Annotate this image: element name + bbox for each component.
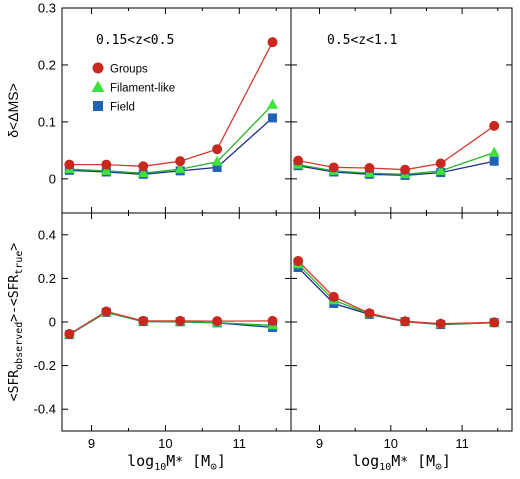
y-tick-label: -0.2 bbox=[34, 358, 56, 373]
y-tick-label: 0 bbox=[49, 315, 56, 330]
groups-point bbox=[293, 155, 304, 166]
y-axis-title-bottom: <SFRobserved>-<SFRtrue> bbox=[7, 243, 25, 402]
y-tick-label: 0.2 bbox=[38, 57, 56, 72]
filament-point bbox=[211, 155, 223, 166]
legend-label: Groups bbox=[110, 64, 148, 76]
series-line bbox=[69, 310, 273, 335]
groups-point bbox=[101, 306, 112, 317]
groups-point bbox=[101, 159, 112, 170]
groups-point bbox=[64, 328, 75, 339]
panel-top-0 bbox=[63, 37, 279, 179]
panel-bottom-1 bbox=[292, 255, 500, 330]
groups-point bbox=[293, 255, 304, 266]
y-tick-label: 0.2 bbox=[38, 271, 56, 286]
groups-point bbox=[138, 315, 149, 326]
series-line bbox=[69, 104, 273, 174]
field-point bbox=[489, 156, 499, 166]
legend: Groups Filament-like Field bbox=[91, 62, 175, 114]
groups-point bbox=[212, 316, 223, 327]
filament-point bbox=[488, 146, 500, 157]
series-line bbox=[69, 41, 274, 167]
groups-point bbox=[435, 318, 446, 329]
groups-point bbox=[212, 144, 223, 155]
data-marks bbox=[63, 37, 500, 340]
x-tick-label: 11 bbox=[233, 436, 247, 451]
y-axis-title-top: δ<ΔMS> bbox=[5, 83, 21, 138]
groups-point bbox=[364, 163, 375, 174]
field-point bbox=[212, 162, 222, 172]
legend-marker-field bbox=[93, 101, 103, 111]
y-tick-label: 0.3 bbox=[38, 1, 56, 16]
field-point bbox=[268, 113, 278, 123]
y-tick-label: 0.4 bbox=[38, 227, 56, 242]
y-tick-label: 0 bbox=[49, 171, 56, 186]
groups-point bbox=[489, 317, 500, 328]
groups-point bbox=[267, 37, 278, 48]
series-line bbox=[297, 160, 495, 177]
y-tick-label: 0.1 bbox=[38, 114, 56, 129]
series-line bbox=[69, 117, 273, 175]
x-tick-label: 9 bbox=[88, 436, 95, 451]
x-tick-label: 9 bbox=[316, 436, 323, 451]
filament-point bbox=[137, 167, 149, 178]
legend-marker-groups bbox=[92, 62, 104, 74]
redshift-annotation: 0.5<z<1.1 bbox=[327, 33, 397, 48]
filament-point bbox=[100, 164, 112, 175]
groups-point bbox=[175, 156, 186, 167]
axis-titles: log10M* [M⊙] log10M* [M⊙] δ<ΔMS> <SFRobserv… bbox=[5, 83, 451, 473]
x-tick-label: 10 bbox=[384, 436, 398, 451]
series-line bbox=[297, 151, 495, 175]
series-line bbox=[297, 260, 495, 325]
x-tick-label: 11 bbox=[455, 436, 469, 451]
groups-point bbox=[267, 315, 278, 326]
groups-point bbox=[64, 159, 75, 170]
legend-label: Filament-like bbox=[110, 83, 175, 95]
filament-point bbox=[435, 164, 447, 175]
tick-labels: 9 9 10 10 11 11 0 0.1 0.2 0.3 -0.4 -0.2 0 0.2 0.4 bbox=[34, 1, 469, 452]
x-axis-title: log10M* [M⊙] bbox=[352, 452, 451, 473]
groups-point bbox=[400, 164, 411, 175]
filament-point bbox=[267, 98, 279, 109]
panel-bottom-0 bbox=[63, 306, 279, 340]
axis-ticks bbox=[62, 7, 512, 431]
x-axis-title: log10M* [M⊙] bbox=[127, 452, 226, 473]
groups-point bbox=[400, 316, 411, 327]
groups-point bbox=[138, 161, 149, 172]
x-tick-label: 10 bbox=[158, 436, 172, 451]
series-line bbox=[297, 267, 495, 326]
legend-marker-filament bbox=[91, 80, 105, 92]
groups-point bbox=[328, 291, 339, 302]
groups-point bbox=[489, 120, 500, 131]
series-line bbox=[297, 263, 495, 325]
groups-point bbox=[435, 158, 446, 169]
panel-annotations: 0.15<z<0.5 0.5<z<1.1 bbox=[96, 33, 397, 48]
groups-point bbox=[328, 162, 339, 173]
groups-point bbox=[364, 308, 375, 319]
filament-point bbox=[174, 163, 186, 174]
groups-point bbox=[175, 315, 186, 326]
panel-top-1 bbox=[292, 120, 500, 180]
redshift-annotation: 0.15<z<0.5 bbox=[96, 33, 174, 48]
legend-label: Field bbox=[110, 102, 135, 114]
series-line bbox=[297, 125, 495, 171]
y-tick-label: -0.4 bbox=[34, 402, 56, 417]
